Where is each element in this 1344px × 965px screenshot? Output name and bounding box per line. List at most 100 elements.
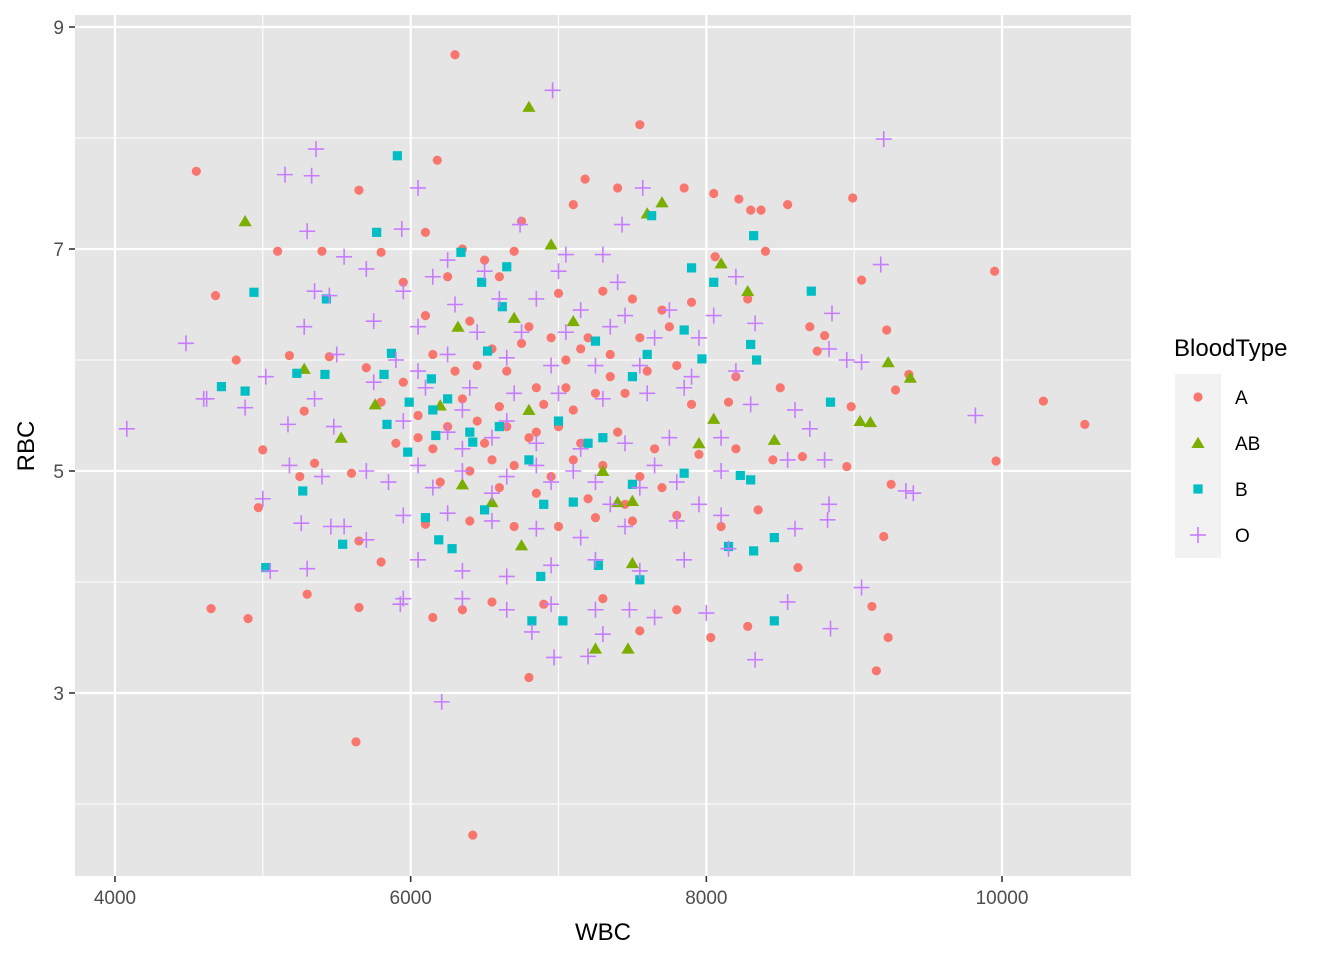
legend-entry-a: A (1193, 388, 1248, 409)
point-circle (598, 286, 608, 296)
point-plus (967, 407, 984, 424)
point-circle (457, 394, 468, 404)
point-circle (842, 461, 852, 472)
point-plus (631, 562, 648, 579)
point-square (769, 616, 779, 626)
point-plus (661, 429, 678, 446)
point-square (434, 535, 444, 545)
point-plus (572, 529, 589, 546)
point-plus (512, 216, 529, 233)
point-plus (742, 396, 759, 413)
point-plus (498, 413, 515, 430)
minor-gridlines (75, 15, 1131, 876)
point-circle (723, 397, 734, 407)
point-circle (432, 155, 442, 165)
point-plus (634, 179, 651, 196)
point-square (679, 468, 689, 478)
point-circle (990, 266, 1000, 276)
point-circle (450, 50, 460, 60)
point-triangle (903, 371, 917, 383)
point-circle (768, 455, 778, 465)
point-plus (713, 429, 730, 446)
point-plus (299, 223, 316, 240)
point-plus (822, 620, 839, 637)
point-square (497, 302, 507, 312)
point-plus (321, 287, 338, 304)
point-circle (561, 355, 571, 365)
point-plus (299, 560, 316, 577)
point-plus (528, 290, 545, 307)
point-circle (734, 194, 744, 204)
point-circle (710, 252, 720, 262)
point-plus (713, 463, 730, 479)
point-circle (398, 377, 408, 387)
point-circle (413, 410, 423, 421)
point-circle (354, 536, 364, 546)
point-plus (410, 318, 427, 335)
point-square (320, 369, 330, 380)
point-plus (303, 167, 320, 184)
point-plus (557, 246, 574, 263)
point-circle (284, 350, 295, 361)
point-plus (498, 468, 515, 485)
x-axis-title: WBC (575, 919, 631, 946)
point-plus (358, 463, 375, 479)
point-plus (476, 263, 493, 280)
point-plus (572, 440, 589, 457)
point-circle (890, 385, 901, 395)
point-plus (587, 357, 604, 374)
point-circle (686, 399, 697, 409)
legend-label: B (1235, 480, 1248, 501)
point-square (216, 382, 227, 392)
point-circle (775, 383, 785, 393)
series-b (216, 151, 836, 626)
point-triangle (522, 100, 536, 112)
point-square (382, 419, 392, 429)
point-triangle (714, 257, 728, 269)
point-circle (797, 451, 808, 462)
point-square (746, 339, 756, 350)
point-circle (553, 521, 564, 532)
point-plus (336, 518, 353, 535)
point-plus (483, 429, 500, 446)
point-triangle (566, 314, 580, 327)
point-plus (395, 507, 412, 524)
point-square (261, 562, 271, 573)
point-plus (872, 256, 889, 273)
point-plus (439, 346, 456, 363)
point-circle (709, 188, 719, 199)
point-circle (686, 297, 697, 307)
point-square (465, 427, 475, 437)
point-circle (317, 246, 327, 256)
point-plus (823, 305, 840, 322)
legend: BloodType A AB B O (1174, 335, 1287, 558)
point-plus (395, 413, 412, 430)
point-square (321, 294, 332, 304)
point-plus (433, 693, 450, 710)
point-plus (439, 505, 456, 522)
point-square (456, 247, 466, 257)
point-triangle (853, 414, 867, 427)
point-plus (439, 424, 456, 441)
series-ab (238, 100, 917, 654)
point-square (482, 346, 493, 356)
point-circle (258, 445, 268, 455)
point-circle (812, 346, 822, 356)
point-plus (838, 352, 855, 368)
point-triangle (621, 642, 635, 654)
point-circle (487, 597, 497, 607)
point-square (1193, 484, 1203, 494)
point-square (338, 539, 348, 549)
point-circle (879, 531, 889, 542)
point-plus (454, 463, 471, 479)
point-square (386, 348, 397, 358)
point-circle (583, 494, 593, 504)
point-circle (494, 402, 504, 412)
point-circle (472, 416, 482, 426)
point-plus (358, 531, 375, 548)
point-square (583, 438, 593, 448)
point-circle (672, 360, 682, 371)
point-square (372, 227, 382, 237)
point-plus (528, 435, 545, 452)
point-square (539, 499, 549, 509)
